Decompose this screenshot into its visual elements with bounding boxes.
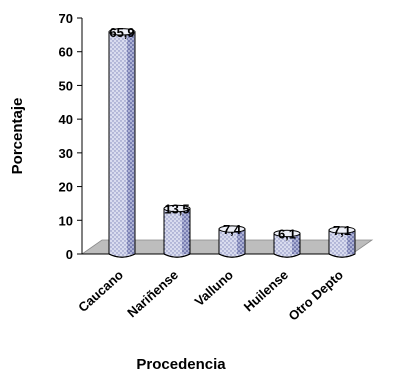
data-label: 6,1 — [278, 226, 296, 241]
bar — [108, 28, 136, 258]
bar — [328, 226, 356, 258]
y-axis-title: Porcentaje — [9, 98, 26, 175]
bar — [273, 229, 301, 258]
x-tick-label: Valluno — [192, 267, 236, 309]
x-tick-label: Otro Depto — [286, 267, 347, 324]
y-tick-label: 50 — [59, 78, 73, 93]
y-tick-label: 20 — [59, 180, 73, 195]
bar — [163, 204, 191, 258]
x-tick-label: Caucano — [75, 267, 126, 315]
y-tick-label: 0 — [66, 247, 73, 262]
y-tick-label: 10 — [59, 213, 73, 228]
data-label: 7,4 — [223, 222, 242, 237]
bar — [218, 225, 246, 258]
data-label: 13,5 — [164, 201, 189, 216]
y-ticks: 0 10 20 30 40 50 60 70 — [59, 11, 82, 262]
y-tick-label: 70 — [59, 11, 73, 26]
x-tick-label: Huilense — [241, 267, 291, 314]
x-axis-title: Procedencia — [136, 356, 226, 373]
y-tick-label: 40 — [59, 112, 73, 127]
data-label: 65,9 — [109, 25, 134, 40]
bars: 65,9 13,5 7,4 6,1 7,1 — [108, 25, 356, 258]
data-label: 7,1 — [333, 223, 351, 238]
x-tick-label: Nariñense — [124, 267, 181, 320]
y-tick-label: 60 — [59, 45, 73, 60]
y-tick-label: 30 — [59, 146, 73, 161]
